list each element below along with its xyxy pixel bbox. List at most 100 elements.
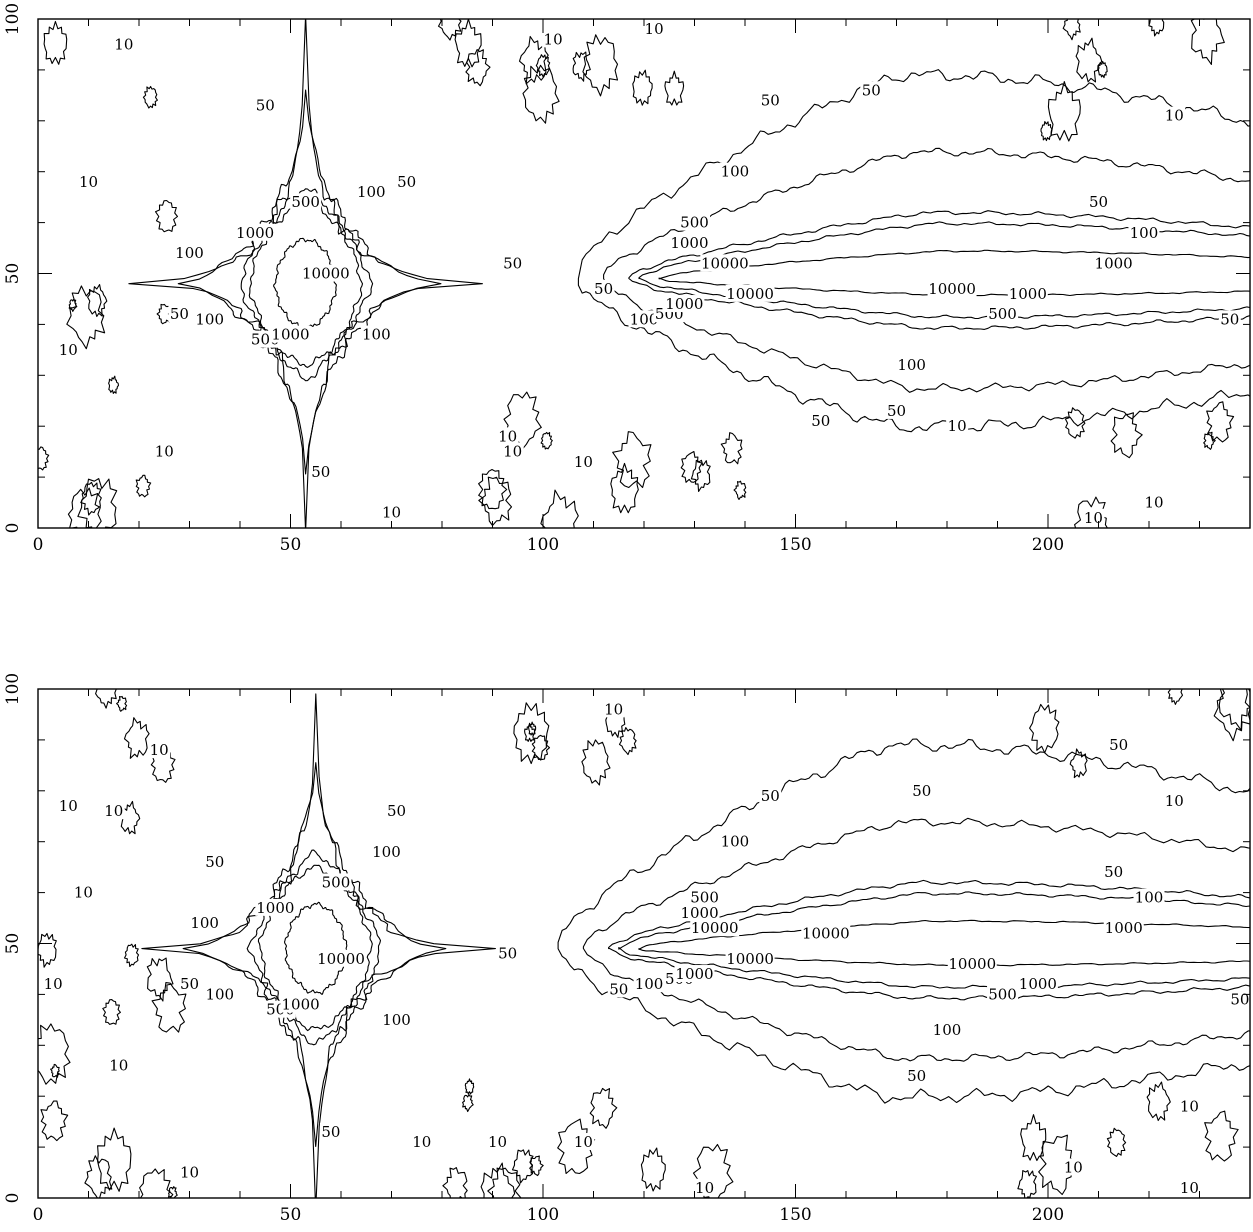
contour-10-blob xyxy=(503,391,542,450)
contour-label: 10 xyxy=(645,20,664,38)
contour-label: 50 xyxy=(503,254,522,272)
contour-10-blob xyxy=(528,721,537,736)
contour-label: 10 xyxy=(1165,792,1184,810)
contour-10-blob xyxy=(1064,407,1086,439)
contour-label: 10 xyxy=(59,341,78,359)
contour-label: 10 xyxy=(74,884,93,902)
contour-10-blob xyxy=(511,1149,534,1184)
contour-10-blob xyxy=(462,1094,474,1113)
contour-10-blob xyxy=(487,1167,522,1198)
contour-label: 10 xyxy=(1064,1158,1083,1176)
contour-label: 10 xyxy=(1084,509,1103,527)
contour-label: 50 xyxy=(1109,736,1128,754)
contour-label: 50 xyxy=(1220,310,1239,328)
contour-10-blob xyxy=(464,1078,475,1095)
contour-label: 1000 xyxy=(1095,254,1133,272)
contour-10-blob xyxy=(84,1155,113,1198)
contour-plume-500 xyxy=(628,210,1250,330)
contour-label: 100 xyxy=(721,163,750,181)
x-tick-label: 200 xyxy=(1032,1205,1064,1225)
contour-label: 50 xyxy=(907,1067,926,1085)
contour-label: 10000 xyxy=(317,950,365,968)
contour-star-10000 xyxy=(273,237,337,331)
contour-10-blob xyxy=(572,51,591,82)
contour-star-100 xyxy=(182,762,447,1147)
contour-label: 10000 xyxy=(948,955,996,973)
contour-10-blob xyxy=(146,957,174,1002)
contour-10-blob xyxy=(1148,19,1165,37)
contour-10-blob xyxy=(618,727,637,756)
contour-label: 500 xyxy=(291,193,320,211)
contour-10-blob xyxy=(154,199,179,233)
contour-10-blob xyxy=(465,49,491,87)
contour-10-blob xyxy=(522,64,560,124)
contour-label: 100 xyxy=(1130,224,1159,242)
contour-10-blob xyxy=(1190,19,1225,65)
contour-10-blob xyxy=(540,431,553,450)
contour-label: 1000 xyxy=(670,234,708,252)
contour-label: 50 xyxy=(321,1123,340,1141)
contour-10-blob xyxy=(38,446,50,471)
contour-10-blob xyxy=(87,284,108,318)
contour-plume-100 xyxy=(582,817,1250,1062)
contour-star-500 xyxy=(240,188,374,382)
contour-10-blob xyxy=(1069,748,1088,779)
x-tick-label: 100 xyxy=(527,535,559,555)
contour-label: 100 xyxy=(897,356,926,374)
contour-label: 50 xyxy=(387,802,406,820)
contour-10-blob xyxy=(108,375,120,394)
contour-10-blob xyxy=(142,85,158,109)
contour-label: 10 xyxy=(155,443,174,461)
contour-10-blob xyxy=(690,459,711,492)
contour-label: 500 xyxy=(680,214,709,232)
contour-label: 10 xyxy=(544,30,563,48)
contour-star-100 xyxy=(177,89,442,475)
contour-10-blob xyxy=(531,734,551,760)
contour-10-blob xyxy=(38,932,57,968)
contour-label: 10 xyxy=(574,453,593,471)
contour-label: 10000 xyxy=(928,280,976,298)
contour-label: 10 xyxy=(695,1179,714,1197)
contour-label: 10 xyxy=(1180,1097,1199,1115)
contour-10-blob xyxy=(1062,19,1081,41)
contour-10-blob xyxy=(1146,1081,1171,1122)
contour-label: 500 xyxy=(322,873,351,891)
contour-label: 100 xyxy=(205,985,234,1003)
contour-10-blob xyxy=(1075,37,1103,83)
contour-10-blob xyxy=(1213,689,1250,742)
contour-10-blob xyxy=(610,462,639,514)
contour-label: 10000 xyxy=(726,950,774,968)
contour-label: 50 xyxy=(1104,863,1123,881)
contour-10-blob xyxy=(480,1162,516,1198)
contour-label: 50 xyxy=(761,787,780,805)
contour-10-blob xyxy=(66,285,106,350)
contour-label: 50 xyxy=(862,81,881,99)
contour-10-blob xyxy=(43,20,68,65)
contour-label: 10 xyxy=(1165,107,1184,125)
contour-label: 50 xyxy=(1230,990,1249,1008)
contour-10-blob xyxy=(454,19,482,68)
contour-label: 10000 xyxy=(701,254,749,272)
contour-label: 50 xyxy=(180,975,199,993)
contour-10-blob xyxy=(1074,496,1109,528)
contour-label: 100 xyxy=(721,833,750,851)
contour-10-blob xyxy=(612,431,652,489)
contour-10-blob xyxy=(1203,431,1216,450)
contour-10-blob xyxy=(123,943,140,968)
contour-10-blob xyxy=(1040,121,1053,142)
contour-10-blob xyxy=(67,487,102,528)
contour-10-blob xyxy=(156,303,172,325)
contour-10-blob xyxy=(151,982,187,1033)
plot-frame xyxy=(37,18,1251,529)
contour-label: 10 xyxy=(1145,494,1164,512)
contour-label: 10 xyxy=(44,975,63,993)
contour-label: 50 xyxy=(498,945,517,963)
contour-10-blob xyxy=(1167,689,1184,705)
contour-label: 10 xyxy=(104,802,123,820)
contour-label: 1000 xyxy=(236,224,274,242)
contour-10-blob xyxy=(50,1063,60,1078)
contour-label: 100 xyxy=(1135,889,1164,907)
contour-10-blob xyxy=(557,1118,596,1175)
